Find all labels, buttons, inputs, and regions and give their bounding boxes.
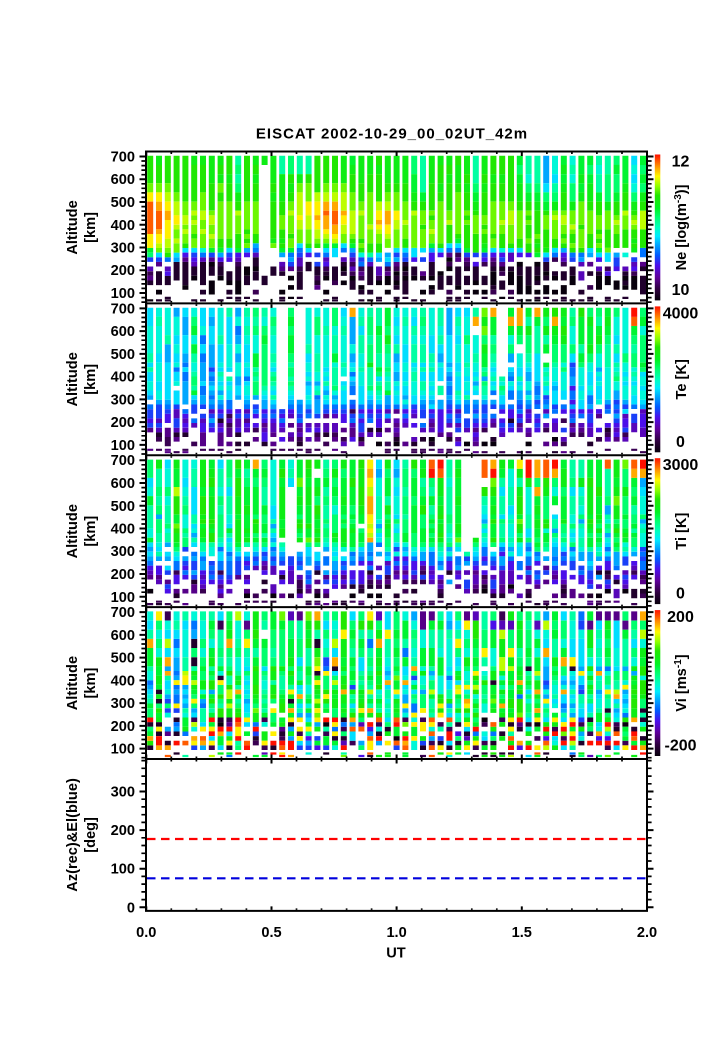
svg-text:300: 300 [111, 241, 135, 257]
svg-text:0: 0 [676, 586, 685, 603]
svg-text:300: 300 [111, 696, 135, 712]
svg-text:200: 200 [111, 567, 135, 583]
svg-text:Altitude: Altitude [65, 656, 81, 710]
svg-text:Ti [K]: Ti [K] [674, 513, 690, 550]
svg-text:300: 300 [111, 785, 135, 801]
svg-text:200: 200 [111, 263, 135, 279]
svg-text:EISCAT 2002-10-29_00_02UT_42m: EISCAT 2002-10-29_00_02UT_42m [256, 126, 528, 143]
svg-text:100: 100 [111, 742, 135, 758]
svg-text:Az(rec)&El(blue): Az(rec)&El(blue) [65, 778, 81, 892]
svg-text:4000: 4000 [663, 305, 699, 322]
svg-text:0: 0 [127, 900, 135, 916]
svg-text:300: 300 [111, 544, 135, 560]
svg-text:200: 200 [111, 415, 135, 431]
svg-text:400: 400 [111, 218, 135, 234]
svg-text:500: 500 [111, 499, 135, 515]
svg-text:400: 400 [111, 522, 135, 538]
svg-text:700: 700 [111, 301, 135, 317]
svg-text:0: 0 [676, 434, 685, 451]
svg-text:600: 600 [111, 476, 135, 492]
svg-text:0.0: 0.0 [136, 925, 156, 941]
svg-text:[km]: [km] [83, 516, 99, 547]
svg-text:300: 300 [111, 392, 135, 408]
svg-text:600: 600 [111, 628, 135, 644]
svg-text:[km]: [km] [83, 668, 99, 699]
svg-text:400: 400 [111, 370, 135, 386]
svg-text:500: 500 [111, 651, 135, 667]
svg-text:12: 12 [672, 154, 690, 171]
svg-text:200: 200 [111, 719, 135, 735]
svg-text:100: 100 [111, 590, 135, 606]
svg-text:1.5: 1.5 [512, 925, 532, 941]
svg-text:Altitude: Altitude [65, 504, 81, 558]
svg-text:500: 500 [111, 195, 135, 211]
svg-text:700: 700 [111, 453, 135, 469]
svg-text:400: 400 [111, 673, 135, 689]
svg-text:100: 100 [111, 286, 135, 302]
svg-text:[km]: [km] [83, 212, 99, 243]
svg-text:100: 100 [111, 862, 135, 878]
svg-text:700: 700 [111, 605, 135, 621]
svg-text:100: 100 [111, 438, 135, 454]
svg-text:-200: -200 [664, 738, 696, 755]
svg-text:Ne [log(m-3)]: Ne [log(m-3)] [673, 184, 690, 270]
svg-text:2.0: 2.0 [637, 925, 657, 941]
svg-text:10: 10 [672, 282, 690, 299]
svg-text:3000: 3000 [663, 457, 699, 474]
svg-text:200: 200 [111, 823, 135, 839]
svg-text:0.5: 0.5 [261, 925, 281, 941]
svg-text:700: 700 [111, 150, 135, 166]
svg-text:Vi [ms-1]: Vi [ms-1] [673, 654, 690, 711]
svg-text:UT: UT [386, 946, 406, 962]
svg-text:Altitude: Altitude [65, 200, 81, 254]
svg-text:200: 200 [667, 609, 694, 626]
svg-text:[km]: [km] [83, 364, 99, 395]
svg-text:1.0: 1.0 [386, 925, 406, 941]
svg-text:Altitude: Altitude [65, 352, 81, 406]
svg-text:Te [K]: Te [K] [674, 359, 690, 399]
svg-text:[deg]: [deg] [83, 817, 99, 853]
svg-text:600: 600 [111, 172, 135, 188]
svg-text:500: 500 [111, 347, 135, 363]
svg-text:600: 600 [111, 324, 135, 340]
